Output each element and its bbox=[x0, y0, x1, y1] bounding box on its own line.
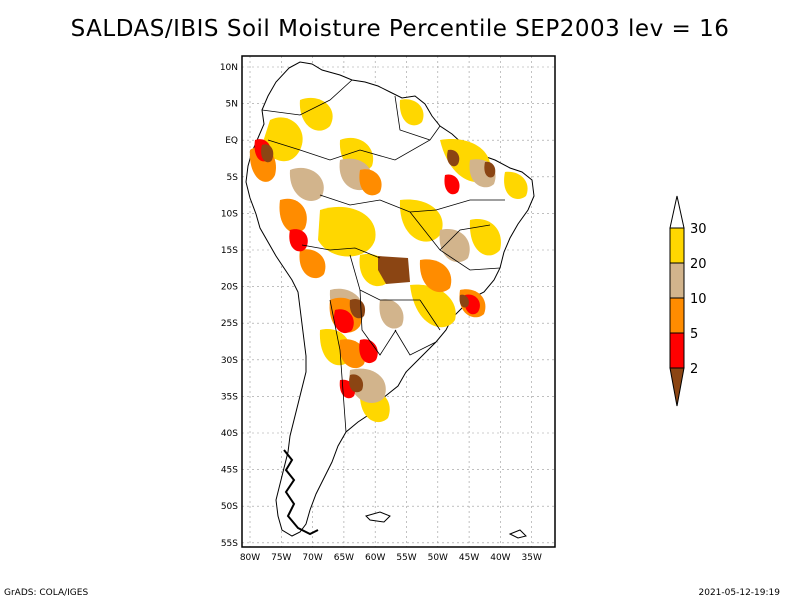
patch-group-2-5 bbox=[254, 139, 480, 399]
colorbar-label-2: 2 bbox=[690, 362, 698, 377]
lat-label: 10N bbox=[220, 63, 238, 73]
lat-label: 55S bbox=[221, 539, 238, 549]
map-frame bbox=[241, 55, 556, 548]
patch-group-below-2 bbox=[261, 144, 496, 393]
lon-label: 55W bbox=[396, 553, 416, 563]
south-georgia-island bbox=[508, 529, 527, 539]
lat-label: 15S bbox=[221, 246, 238, 256]
lon-label: 35W bbox=[522, 553, 542, 563]
lon-label: 75W bbox=[271, 553, 291, 563]
map-title: SALDAS/IBIS Soil Moisture Percentile SEP… bbox=[70, 16, 730, 42]
colorbar-segment-2-5 bbox=[669, 332, 685, 369]
lon-label: 50W bbox=[428, 553, 448, 563]
map-content bbox=[242, 56, 555, 547]
lon-label: 80W bbox=[240, 553, 260, 563]
colorbar-label-20: 20 bbox=[690, 257, 707, 272]
colorbar-segment-10-20 bbox=[669, 262, 685, 299]
lat-label: 35S bbox=[221, 392, 238, 402]
colorbar-label-10: 10 bbox=[690, 292, 707, 307]
lon-label: 70W bbox=[302, 553, 322, 563]
longitude-labels: 80W 75W 70W 65W 60W 55W 50W 45W 40W 35W bbox=[240, 553, 542, 563]
lon-label: 45W bbox=[459, 553, 479, 563]
latitude-labels: 10N 5N EQ 5S 10S 15S 20S 25S 30S 35S 40S 45S 50S 55S bbox=[220, 63, 238, 549]
footer-timestamp: 2021-05-12-19:19 bbox=[698, 588, 781, 598]
chile-fjords bbox=[283, 449, 319, 536]
lat-label: 45S bbox=[221, 466, 238, 476]
lon-label: 60W bbox=[365, 553, 385, 563]
lon-label: 40W bbox=[490, 553, 510, 563]
colorbar: 30 20 10 5 2 bbox=[669, 195, 707, 407]
lat-label: 30S bbox=[221, 356, 238, 366]
colorbar-segment-5-10 bbox=[669, 297, 685, 334]
lon-label: 65W bbox=[334, 553, 354, 563]
percentile-patches bbox=[249, 97, 528, 423]
lat-label: 5S bbox=[227, 173, 239, 183]
lat-label: 40S bbox=[221, 429, 238, 439]
country-borders bbox=[261, 79, 505, 433]
lat-label: 50S bbox=[221, 502, 238, 512]
footer-credit: GrADS: COLA/IGES bbox=[4, 588, 89, 598]
falkland-islands bbox=[365, 511, 391, 523]
lat-label: 5N bbox=[226, 100, 238, 110]
lat-label: 10S bbox=[221, 209, 238, 219]
colorbar-label-30: 30 bbox=[690, 222, 707, 237]
lat-label: 20S bbox=[221, 283, 238, 293]
lat-label: EQ bbox=[225, 136, 238, 146]
colorbar-bottom-arrow bbox=[669, 367, 685, 407]
colorbar-top-arrow bbox=[669, 195, 685, 229]
colorbar-segment-20-30 bbox=[669, 227, 685, 264]
colorbar-label-5: 5 bbox=[690, 327, 698, 342]
lat-label: 25S bbox=[221, 319, 238, 329]
